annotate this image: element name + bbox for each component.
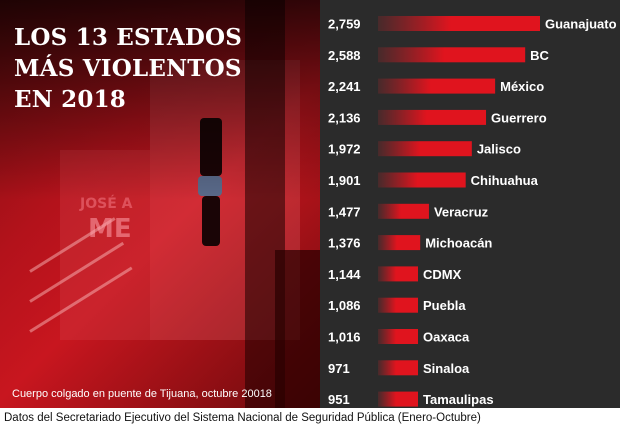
- bar-value-label: 2,136: [328, 110, 361, 125]
- bar-category-label: Sinaloa: [423, 361, 470, 376]
- bar-value-label: 951: [328, 392, 350, 407]
- bar: [378, 329, 418, 344]
- bar-category-label: Michoacán: [425, 236, 492, 251]
- photo-shade: [0, 0, 320, 200]
- headline-line-1: LOS 13 ESTADOS: [14, 24, 243, 51]
- headline: LOS 13 ESTADOS MÁS VIOLENTOS EN 2018: [14, 22, 244, 115]
- bar-value-label: 1,376: [328, 236, 361, 251]
- source-note: Datos del Secretariado Ejecutivo del Sis…: [4, 412, 481, 424]
- wall-sign-text: JOSÉ A: [80, 196, 133, 212]
- bar-chart: 2,759 Guanajuato 2,588 BC 2,241 México 2,136 Gu…: [328, 16, 617, 407]
- wall-sign-text-large: ME: [88, 214, 132, 244]
- bar: [378, 141, 472, 157]
- bar: [378, 78, 496, 94]
- photo-caption: Cuerpo colgado en puente de Tijuana, oct…: [12, 388, 272, 400]
- bar-value-label: 2,588: [328, 48, 361, 63]
- background-photo: JOSÉ A ME LOS 13 ESTADOS MÁS VIOLENTOS E…: [0, 0, 320, 408]
- bar-category-label: CDMX: [423, 267, 462, 282]
- bar-category-label: Chihuahua: [471, 173, 539, 188]
- bar-value-label: 1,086: [328, 298, 361, 313]
- bar-category-label: Veracruz: [434, 204, 489, 219]
- bar-category-label: México: [500, 79, 544, 94]
- bar-value-label: 1,972: [328, 142, 361, 157]
- bar: [378, 109, 487, 125]
- bar-category-label: BC: [530, 48, 549, 63]
- bar-chart-panel: 2,759 Guanajuato 2,588 BC 2,241 México 2,136 Gu…: [320, 0, 620, 408]
- bar: [378, 203, 429, 219]
- fence-shadow: [275, 250, 320, 408]
- headline-line-2: MÁS VIOLENTOS: [14, 55, 242, 82]
- bar-value-label: 2,759: [328, 17, 361, 32]
- bar-category-label: Guanajuato: [545, 17, 617, 32]
- bar: [378, 16, 540, 31]
- bar-category-label: Puebla: [423, 298, 466, 313]
- hanging-figure-boots: [202, 196, 220, 246]
- bar-category-label: Tamaulipas: [423, 392, 494, 407]
- bar: [378, 172, 466, 188]
- bar: [378, 297, 418, 313]
- bar-category-label: Jalisco: [477, 142, 521, 157]
- headline-line-3: EN 2018: [14, 86, 126, 113]
- bar-value-label: 2,241: [328, 79, 361, 94]
- bar: [378, 391, 418, 407]
- bar: [378, 266, 418, 282]
- bar: [378, 360, 418, 376]
- bar-value-label: 1,477: [328, 204, 361, 219]
- bar-value-label: 1,144: [328, 267, 361, 282]
- bar-category-label: Guerrero: [491, 110, 547, 125]
- bar: [378, 235, 421, 251]
- bar-value-label: 971: [328, 361, 350, 376]
- bar: [378, 47, 526, 63]
- bar-value-label: 1,901: [328, 173, 361, 188]
- bar-category-label: Oaxaca: [423, 330, 470, 345]
- bar-value-label: 1,016: [328, 330, 361, 345]
